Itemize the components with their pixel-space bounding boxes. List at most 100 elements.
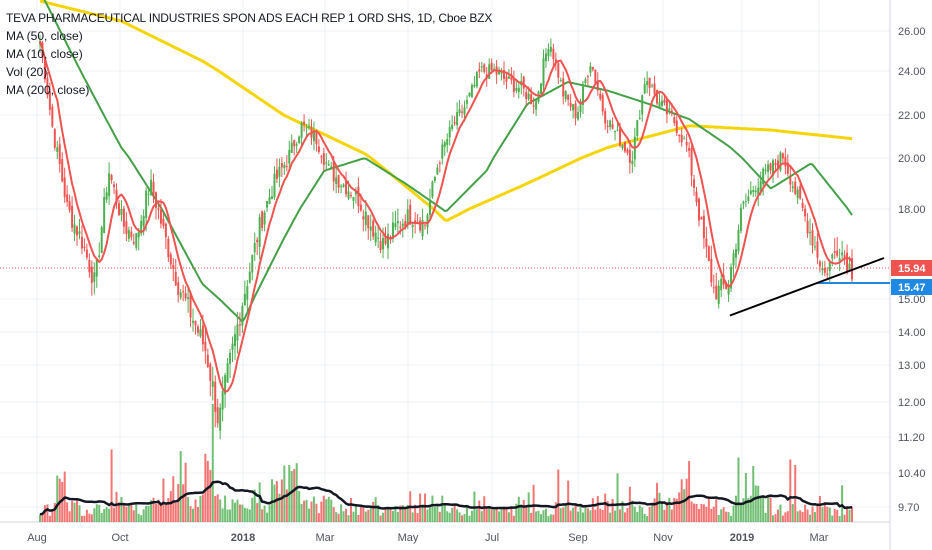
candle-body bbox=[614, 131, 617, 133]
candle-body bbox=[774, 163, 777, 166]
candle-body bbox=[448, 127, 451, 138]
candle-body bbox=[164, 223, 167, 238]
candle-body bbox=[113, 184, 116, 188]
volume-bar bbox=[739, 502, 742, 522]
candle-body bbox=[100, 227, 103, 254]
time-tick-label: Mar bbox=[316, 532, 335, 544]
price-tick-label: 14.00 bbox=[898, 327, 926, 339]
volume-bar bbox=[470, 510, 473, 522]
volume-bar bbox=[261, 509, 264, 522]
candle-body bbox=[308, 126, 311, 128]
volume-bar bbox=[352, 511, 355, 522]
legend-vol[interactable]: Vol (20) bbox=[6, 65, 48, 79]
volume-bar bbox=[140, 515, 143, 522]
candle-body bbox=[552, 48, 555, 60]
candle-body bbox=[710, 258, 713, 283]
candle-body bbox=[747, 196, 750, 201]
volume-bar bbox=[238, 504, 241, 522]
candle-body bbox=[71, 205, 74, 228]
volume-bar bbox=[697, 508, 700, 522]
candle-body bbox=[468, 92, 471, 97]
candle-body bbox=[619, 128, 621, 146]
candle-body bbox=[330, 166, 333, 168]
candle-body bbox=[463, 107, 466, 115]
candle-body bbox=[759, 181, 762, 192]
volume-bar bbox=[345, 508, 348, 522]
volume-bar bbox=[298, 491, 301, 522]
volume-bar bbox=[690, 501, 693, 522]
volume-bar bbox=[438, 511, 441, 522]
candle-body bbox=[769, 163, 772, 171]
volume-bar bbox=[196, 507, 199, 522]
volume-bar bbox=[172, 476, 175, 522]
candle-body bbox=[725, 282, 728, 289]
candle-body bbox=[601, 95, 604, 112]
candle-body bbox=[530, 94, 533, 105]
candle-body bbox=[826, 273, 829, 275]
legend-ma200[interactable]: MA (200, close) bbox=[6, 83, 90, 97]
candle-body bbox=[737, 229, 740, 252]
candle-body bbox=[458, 109, 461, 114]
candle-body bbox=[752, 189, 755, 193]
volume-bar bbox=[572, 507, 575, 522]
legend-ma10[interactable]: MA (10, close) bbox=[6, 47, 83, 61]
volume-bar bbox=[433, 506, 436, 522]
candle-body bbox=[470, 84, 473, 98]
candle-body bbox=[409, 204, 412, 225]
candle-body bbox=[547, 49, 550, 57]
volume-bar bbox=[493, 509, 496, 522]
volume-bar bbox=[621, 501, 624, 522]
volume-bar bbox=[214, 496, 217, 522]
volume-bar bbox=[189, 506, 192, 522]
candle-body bbox=[290, 142, 293, 153]
candle-body bbox=[140, 220, 143, 234]
volume-bar bbox=[147, 505, 150, 522]
candle-body bbox=[594, 69, 597, 84]
candle-body bbox=[275, 169, 278, 179]
volume-bar bbox=[233, 502, 236, 522]
volume-bar bbox=[658, 492, 661, 522]
candle-body bbox=[130, 231, 133, 238]
candle-body bbox=[142, 215, 145, 226]
support-tag bbox=[891, 279, 932, 295]
candle-body bbox=[811, 230, 814, 246]
volume-bar bbox=[404, 507, 407, 522]
candle-body bbox=[152, 181, 155, 196]
volume-bar bbox=[456, 509, 459, 522]
volume-bar bbox=[275, 481, 278, 522]
volume-bar bbox=[752, 465, 755, 522]
candle-body bbox=[757, 187, 760, 195]
volume-bar bbox=[791, 503, 794, 522]
volume-bar bbox=[182, 484, 185, 522]
candle-body bbox=[68, 201, 71, 211]
candle-body bbox=[668, 108, 671, 111]
volume-bar bbox=[463, 513, 466, 522]
volume-bar bbox=[498, 511, 501, 522]
candle-body bbox=[209, 363, 212, 381]
legend-ma50[interactable]: MA (50, close) bbox=[6, 29, 83, 43]
volume-bar bbox=[357, 514, 360, 522]
volume-bar bbox=[396, 511, 399, 522]
candlesticks bbox=[39, 35, 853, 440]
volume-bar bbox=[290, 471, 293, 522]
candle-body bbox=[327, 164, 330, 166]
volume-bar bbox=[327, 496, 330, 522]
candle-body bbox=[841, 252, 844, 256]
candle-body bbox=[762, 169, 765, 185]
candle-body bbox=[507, 76, 510, 79]
candle-body bbox=[813, 246, 816, 248]
candle-body bbox=[772, 160, 775, 176]
volume-bar bbox=[631, 500, 634, 522]
candle-body bbox=[150, 179, 153, 195]
candle-body bbox=[396, 221, 399, 224]
candle-body bbox=[579, 101, 582, 113]
volume-bar bbox=[93, 508, 96, 522]
volume-bar bbox=[325, 499, 328, 522]
candle-body bbox=[204, 341, 207, 351]
volume-bar bbox=[268, 505, 271, 522]
candle-body bbox=[636, 120, 639, 137]
volume-bar bbox=[164, 504, 167, 522]
candle-body bbox=[238, 324, 241, 326]
candle-body bbox=[581, 84, 584, 105]
